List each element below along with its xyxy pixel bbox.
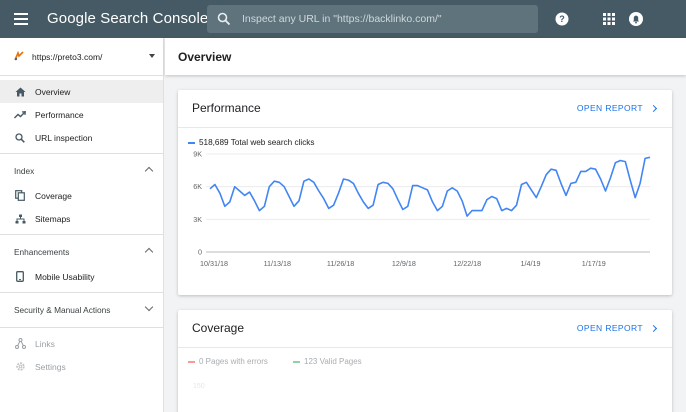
sidebar-item-label: Sitemaps: [35, 213, 71, 224]
performance-chart: 0 3K 6K 9K 10/31/18 11/13/18 11/26/18 12/9/18 12…: [193, 150, 651, 268]
card-divider: [178, 347, 672, 348]
coverage-icon: [14, 190, 26, 202]
section-title: Security & Manual Actions: [14, 305, 111, 315]
sidebar-item-performance[interactable]: Performance: [0, 103, 163, 126]
open-report-label: OPEN REPORT: [576, 323, 643, 333]
legend-label: Total web search clicks: [230, 138, 315, 147]
sidebar-item-label: Links: [35, 338, 55, 349]
search-input[interactable]: [231, 5, 538, 33]
legend-valid[interactable]: 123 Valid Pages: [293, 357, 362, 366]
sidebar-section-security[interactable]: Security & Manual Actions: [0, 297, 163, 323]
y-tick-label: 150: [193, 383, 205, 390]
y-tick-label: 6K: [193, 182, 202, 191]
sidebar: https://preto3.com/ Overview Performance…: [0, 38, 164, 412]
x-tick-label: 10/31/18: [200, 259, 228, 268]
chart-legend-clicks[interactable]: 518,689 Total web search clicks: [188, 138, 314, 147]
sidebar-item-label: Performance: [35, 109, 84, 120]
phone-icon: [14, 271, 26, 283]
x-tick-label: 12/9/18: [392, 259, 416, 268]
x-tick-label: 11/13/18: [264, 259, 291, 268]
gear-icon: [14, 361, 26, 373]
legend-label: 0 Pages with errors: [199, 357, 268, 366]
sidebar-divider: [0, 234, 163, 235]
search-icon: [217, 12, 231, 26]
url-inspection-search[interactable]: [207, 5, 538, 33]
legend-label: 123 Valid Pages: [304, 357, 362, 366]
sidebar-item-coverage[interactable]: Coverage: [0, 184, 163, 207]
x-tick-label: 11/26/18: [327, 259, 354, 268]
main-content: Overview Performance OPEN REPORT 518,689…: [165, 38, 686, 412]
legend-errors[interactable]: 0 Pages with errors: [188, 357, 268, 366]
sidebar-item-label: Mobile Usability: [35, 271, 95, 282]
sidebar-divider: [0, 292, 163, 293]
legend-swatch: [188, 141, 195, 144]
top-app-bar: Google Search Console ?: [0, 0, 686, 38]
product-logo[interactable]: Google Search Console: [47, 10, 209, 27]
legend-swatch: [293, 360, 300, 363]
open-report-label: OPEN REPORT: [576, 103, 643, 113]
legend-value: 518,689: [199, 138, 229, 147]
sidebar-item-links[interactable]: Links: [0, 332, 163, 355]
sidebar-divider: [0, 327, 163, 328]
y-tick-label: 3K: [193, 215, 202, 224]
x-tick-label: 1/17/19: [582, 259, 606, 268]
sidebar-item-mobile-usability[interactable]: Mobile Usability: [0, 265, 163, 288]
coverage-card: Coverage OPEN REPORT 0 Pages with errors…: [178, 310, 672, 412]
y-tick-label: 9K: [193, 150, 202, 159]
open-report-link[interactable]: OPEN REPORT: [576, 323, 658, 333]
sitemaps-icon: [14, 213, 26, 225]
x-tick-label: 1/4/19: [521, 259, 541, 268]
sidebar-item-label: Coverage: [35, 190, 72, 201]
chevron-down-icon: [149, 54, 155, 58]
chevron-down-icon: [144, 302, 154, 312]
trending-up-icon: [14, 109, 26, 121]
series-line-clicks: [209, 156, 651, 217]
property-favicon: [14, 48, 24, 66]
sidebar-divider: [0, 153, 163, 154]
card-divider: [178, 127, 672, 128]
menu-icon[interactable]: [14, 13, 28, 25]
open-report-link[interactable]: OPEN REPORT: [576, 103, 658, 113]
legend-swatch: [188, 360, 195, 363]
page-title: Overview: [178, 49, 232, 64]
property-url: https://preto3.com/: [32, 51, 103, 62]
chevron-up-icon: [144, 247, 154, 257]
sidebar-item-label: Settings: [35, 361, 66, 372]
card-title: Coverage: [192, 321, 245, 335]
x-tick-label: 12/22/18: [453, 259, 481, 268]
search-icon: [14, 132, 26, 144]
sidebar-item-sitemaps[interactable]: Sitemaps: [0, 207, 163, 230]
section-title: Index: [14, 166, 35, 176]
y-tick-label: 0: [198, 248, 202, 257]
notifications-icon[interactable]: [628, 11, 644, 27]
chevron-right-icon: [649, 324, 658, 332]
sidebar-section-enhancements[interactable]: Enhancements: [0, 239, 163, 265]
sidebar-item-settings[interactable]: Settings: [0, 355, 163, 378]
chevron-up-icon: [144, 166, 154, 176]
apps-icon[interactable]: [601, 11, 617, 27]
section-title: Enhancements: [14, 247, 70, 257]
home-icon: [14, 86, 26, 98]
sidebar-item-label: URL inspection: [35, 132, 93, 143]
sidebar-item-overview[interactable]: Overview: [0, 80, 163, 103]
sidebar-section-index[interactable]: Index: [0, 158, 163, 184]
performance-card: Performance OPEN REPORT 518,689 Total we…: [178, 90, 672, 295]
property-selector[interactable]: https://preto3.com/: [0, 38, 163, 76]
card-title: Performance: [192, 101, 261, 115]
svg-text:?: ?: [559, 14, 565, 24]
page-header: Overview: [165, 38, 686, 75]
sidebar-item-url-inspection[interactable]: URL inspection: [0, 126, 163, 149]
help-icon[interactable]: ?: [554, 11, 570, 27]
links-icon: [14, 338, 26, 350]
chevron-right-icon: [649, 104, 658, 112]
sidebar-item-label: Overview: [35, 86, 71, 97]
